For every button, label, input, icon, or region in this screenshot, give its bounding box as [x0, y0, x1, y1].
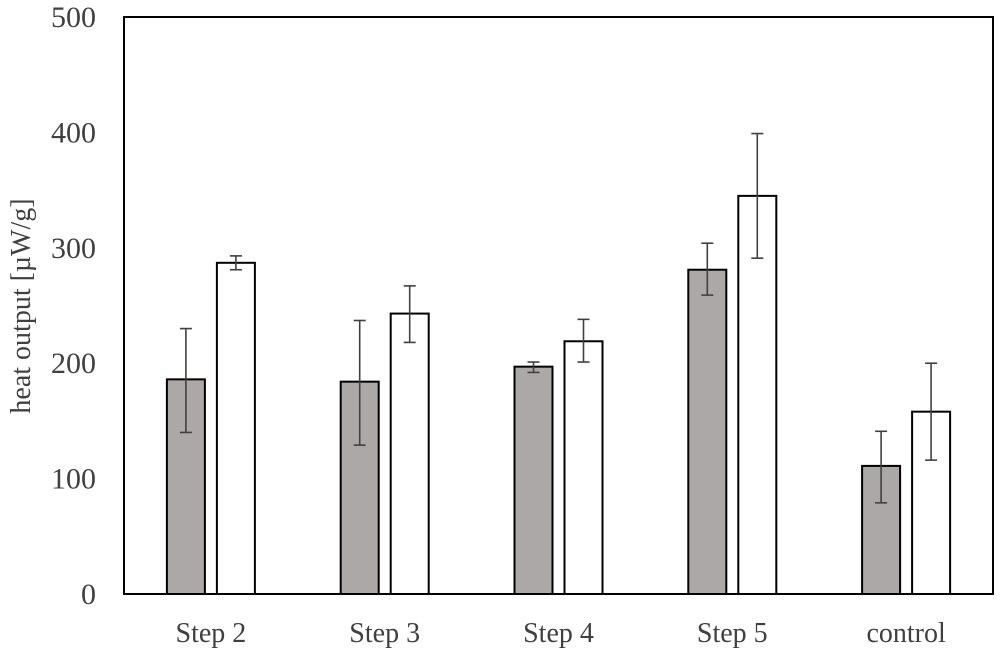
error-bar: [875, 430, 888, 504]
error-bar: [751, 132, 764, 259]
y-tick-label: 100: [51, 463, 96, 496]
error-bar: [925, 362, 938, 461]
x-category-label: Step 4: [523, 618, 594, 649]
x-category-label: Step 2: [176, 618, 247, 649]
bar: [861, 464, 902, 595]
bar: [563, 340, 604, 595]
x-category-label: Step 3: [349, 618, 420, 649]
x-category-label: Step 5: [697, 618, 768, 649]
error-bar: [577, 318, 590, 363]
y-tick-label: 300: [51, 232, 96, 265]
error-bar: [179, 327, 192, 434]
bar: [389, 312, 430, 595]
error-bar: [229, 255, 242, 271]
bar: [513, 365, 554, 595]
y-tick-label: 400: [51, 116, 96, 149]
bar: [215, 261, 256, 595]
error-bars-layer: [179, 132, 938, 504]
y-tick-label: 0: [81, 578, 96, 611]
error-bar: [701, 242, 714, 296]
x-category-labels: Step 2 Step 3 Step 4 Step 5 control: [176, 618, 946, 649]
bar: [687, 268, 728, 595]
plot-frame: [123, 16, 994, 595]
y-tick-labels: 0 100 200 300 400 500: [51, 1, 96, 611]
y-tick-label: 500: [51, 1, 96, 34]
y-axis-label: heat output [µW/g]: [6, 198, 37, 413]
bars-layer: [165, 194, 952, 595]
error-bar: [527, 361, 540, 374]
error-bar: [403, 285, 416, 344]
error-bar: [353, 319, 366, 446]
y-tick-label: 200: [51, 347, 96, 380]
x-category-label: control: [866, 618, 946, 649]
